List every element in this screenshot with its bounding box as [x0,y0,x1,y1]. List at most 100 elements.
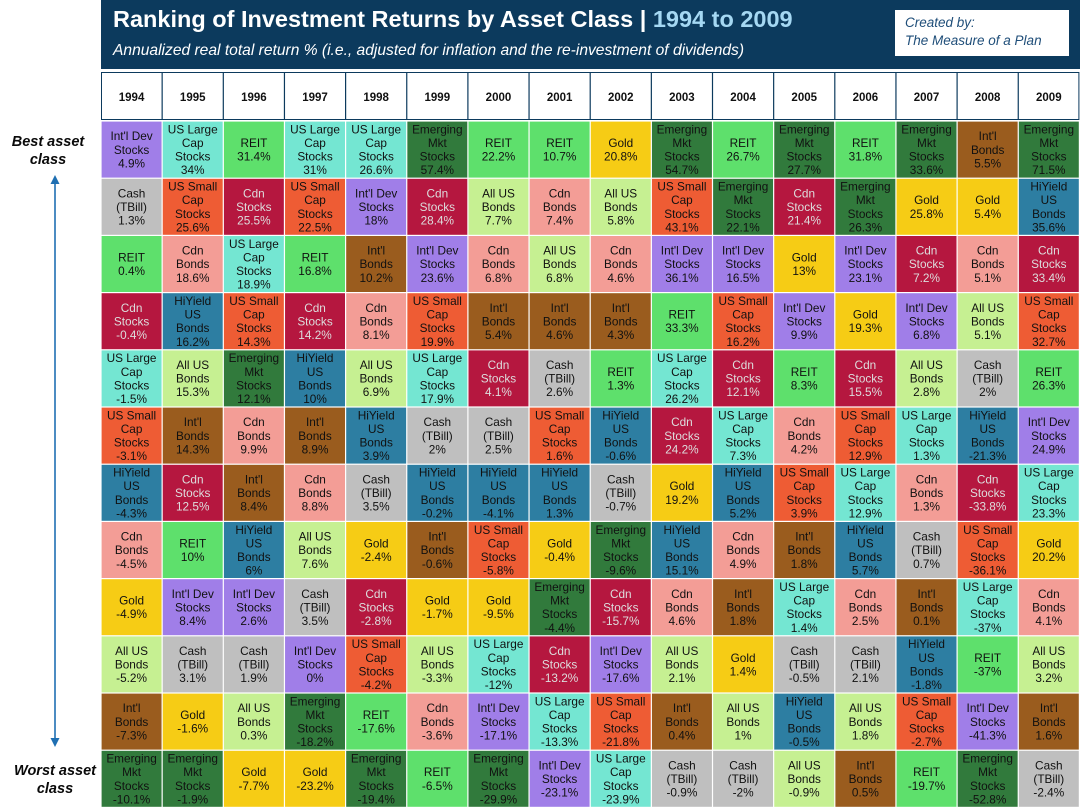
cell-background [713,750,774,807]
cell-value: 26.3% [849,220,883,234]
cell-background [957,407,1018,464]
cell-value: -1.8% [911,678,942,692]
cell-asset-label: (TBill) [544,372,575,386]
cell-asset-label: Int'l Dev [905,301,947,315]
cell-value: 18.6% [176,271,210,285]
cell-2004-rank-12: Cash(TBill)-2% [713,750,774,807]
cell-asset-label: (TBill) [911,543,942,557]
cell-background [468,750,529,807]
cell-asset-label: US Large [963,580,1013,594]
cell-background [1018,293,1079,350]
cell-background [101,178,162,235]
cell-asset-label: HiYield [297,351,334,365]
cell-background [162,522,223,578]
cell-asset-label: Cap [977,536,999,550]
cell-value: -0.4% [116,328,147,342]
cell-value: -5.8% [483,564,514,578]
cell-background [651,178,712,235]
cell-asset-label: Stocks [481,372,517,386]
cell-2008-rank-10: REIT-37% [957,636,1018,693]
cell-asset-label: Stocks [542,436,578,450]
cell-1999-rank-9: Gold-1.7% [407,579,468,636]
cell-asset-label: REIT [424,765,451,779]
cell-value: 7.4% [546,214,573,228]
cell-value: 18% [364,214,388,228]
cell-asset-label: Emerging [167,752,218,766]
cell-asset-label: Cash [790,644,818,658]
cell-value: 16.2% [176,335,210,349]
cell-2003-rank-12: Cash(TBill)-0.9% [651,750,712,807]
cell-asset-label: Emerging [901,122,952,136]
cell-value: -23.9% [602,792,640,806]
cell-asset-label: Cap [793,479,815,493]
cell-value: -21.8% [602,735,640,749]
cell-value: 1.3% [546,506,573,520]
cell-1998-rank-11: REIT-17.6% [346,693,407,750]
cell-asset-label: US Large [840,466,890,480]
cell-asset-label: Stocks [909,722,945,736]
cell-value: 13% [792,264,816,278]
cell-value: 3.2% [1035,671,1062,685]
cell-background [1018,464,1079,521]
cell-background [651,236,712,292]
cell-background [529,636,590,693]
cell-asset-label: Bonds [910,372,944,386]
cell-asset-label: All US [1032,644,1065,658]
cell-background [529,464,590,521]
cell-value: 23.1% [849,271,883,285]
cell-background [529,407,590,464]
cell-background [529,579,590,636]
cell-asset-label: Cap [365,136,387,150]
cell-1998-rank-7: Cash(TBill)3.5% [346,464,407,521]
cell-asset-label: Cdn [365,301,387,315]
cell-asset-label: Int'l Dev [967,701,1009,715]
cell-asset-label: Stocks [603,779,639,793]
cell-background [101,121,162,178]
cell-asset-label: Cdn [426,186,448,200]
cell-asset-label: US Large [229,237,279,251]
cell-asset-label: (TBill) [850,658,881,672]
cell-1999-rank-12: REIT-6.5% [407,750,468,807]
cell-value: 10.2% [359,271,393,285]
cell-asset-label: Cdn [243,186,265,200]
cell-asset-label: US Small [718,294,767,308]
cell-asset-label: Cdn [610,244,632,258]
cell-background [957,350,1018,407]
cell-value: 6.9% [363,385,390,399]
chart-header: Ranking of Investment Returns by Asset C… [101,0,1080,69]
cell-asset-label: Mkt [244,365,264,379]
cell-asset-label: Int'l [489,301,507,315]
cell-asset-label: Bonds [665,550,699,564]
cell-1997-rank-12: Gold-23.2% [285,750,345,807]
cell-value: 1.4% [791,621,818,635]
cell-value: 3.1% [179,671,206,685]
cell-value: 10.7% [543,150,577,164]
cell-asset-label: Cash [729,758,757,772]
cell-background [1018,121,1079,178]
cell-asset-label: US Large [657,351,707,365]
cell-asset-label: Gold [975,193,1000,207]
cell-asset-label: US Small [290,180,339,194]
cell-value: 0% [306,671,324,685]
cell-asset-label: Emerging [596,523,647,537]
title-years: 1994 to 2009 [652,6,793,32]
cell-asset-label: Cap [365,651,387,665]
cell-asset-label: Mkt [611,536,631,550]
